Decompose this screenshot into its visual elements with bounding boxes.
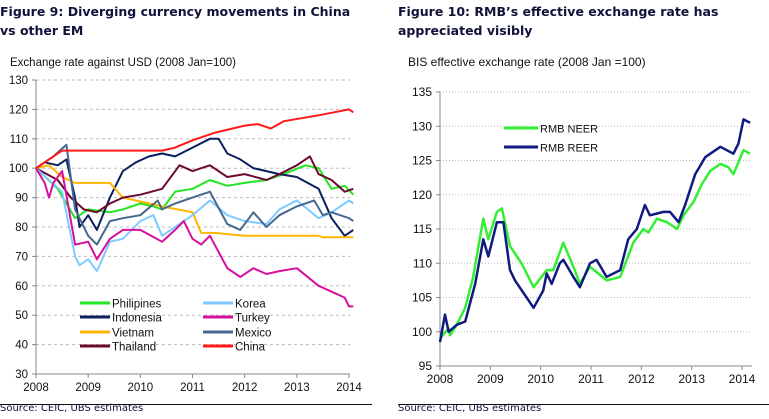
y-tick-label: 80 — [15, 222, 28, 234]
legend-label: China — [235, 342, 266, 354]
series-line-china — [35, 108, 354, 170]
y-tick-label: 90 — [15, 193, 28, 205]
y-tick-label: 60 — [15, 281, 28, 293]
legend-label: Mexico — [235, 328, 271, 340]
y-tick-label: 135 — [412, 85, 432, 99]
figure-10-title: Figure 10: RMB’s effective exchange rate… — [398, 4, 719, 38]
x-tick-label: 2011 — [180, 382, 205, 394]
y-tick-label: 120 — [9, 104, 28, 116]
y-tick-label: 110 — [10, 134, 28, 146]
x-tick-label: 2009 — [75, 382, 101, 394]
figure-10-source: Source: CEIC, UBS estimates — [398, 403, 542, 414]
x-tick-label: 2008 — [23, 382, 49, 394]
series-line-mexico — [35, 143, 354, 246]
series-line-rmb-neer — [439, 148, 751, 340]
chart-2-title: BIS effective exchange rate (2008 Jan =1… — [408, 55, 646, 69]
y-tick-label: 130 — [9, 75, 28, 87]
legend-label: Vietnam — [112, 328, 154, 340]
x-tick-label: 2012 — [628, 372, 655, 386]
y-tick-label: 100 — [9, 163, 28, 175]
legend-label: RMB NEER — [540, 124, 598, 136]
legend-label: RMB REER — [540, 143, 598, 155]
y-tick-label: 95 — [419, 359, 433, 373]
x-tick-label: 2014 — [729, 372, 756, 386]
x-tick-label: 2012 — [232, 382, 258, 394]
x-tick-label: 2013 — [678, 372, 705, 386]
series-line-indonesia — [35, 137, 354, 237]
series-line-turkey — [35, 167, 354, 308]
y-tick-label: 125 — [412, 154, 432, 168]
y-tick-label: 120 — [412, 188, 432, 202]
legend-label: Turkey — [235, 313, 270, 325]
legend-label: Philipines — [112, 299, 161, 311]
x-tick-label: 2010 — [527, 372, 554, 386]
y-tick-label: 130 — [412, 119, 432, 133]
y-tick-label: 105 — [412, 291, 432, 305]
x-tick-label: 2011 — [578, 372, 604, 386]
y-tick-label: 40 — [15, 340, 28, 352]
y-tick-label: 100 — [412, 325, 432, 339]
series-line-rmb-reer — [438, 118, 751, 343]
y-tick-label: 115 — [413, 222, 432, 236]
legend-label: Thailand — [112, 342, 156, 354]
y-tick-label: 110 — [413, 256, 432, 270]
x-tick-label: 2014 — [336, 382, 362, 394]
x-tick-label: 2013 — [284, 382, 310, 394]
x-tick-label: 2010 — [128, 382, 154, 394]
x-tick-label: 2009 — [477, 372, 504, 386]
y-tick-label: 50 — [15, 310, 28, 322]
y-tick-label: 30 — [15, 369, 28, 381]
legend-label: Korea — [235, 299, 266, 311]
series-line-thailand — [35, 155, 354, 214]
series-line-korea — [35, 167, 354, 273]
series-line-vietnam — [35, 164, 354, 239]
figure-9-title: Figure 9: Diverging currency movements i… — [0, 4, 351, 38]
figure-9-source: Source: CEIC, UBS estimates — [0, 403, 144, 414]
chart-1-title: Exchange rate against USD (2008 Jan=100) — [10, 57, 236, 69]
x-tick-label: 2008 — [427, 372, 454, 386]
legend-label: Indonesia — [112, 313, 162, 325]
y-tick-label: 70 — [15, 251, 28, 263]
